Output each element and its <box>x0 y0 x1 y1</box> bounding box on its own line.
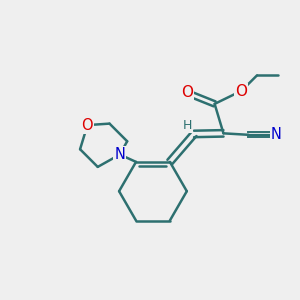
Text: H: H <box>183 119 192 132</box>
Text: O: O <box>235 84 247 99</box>
Text: N: N <box>114 147 125 162</box>
Text: O: O <box>181 85 193 100</box>
Text: N: N <box>271 127 282 142</box>
Text: O: O <box>82 118 93 133</box>
